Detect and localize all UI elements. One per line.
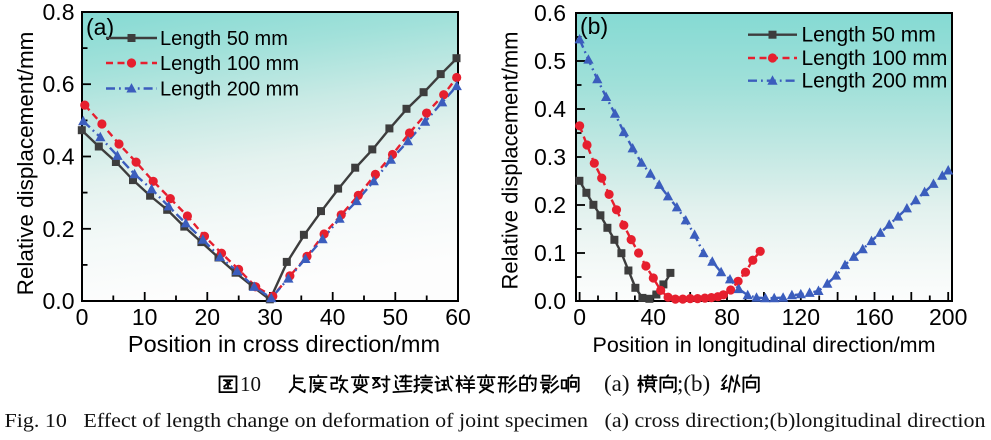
svg-text:(a): (a)	[86, 14, 114, 40]
svg-text:0.2: 0.2	[534, 192, 566, 218]
svg-text:Length 50 mm: Length 50 mm	[160, 28, 288, 50]
svg-text:Length 200 mm: Length 200 mm	[802, 70, 948, 93]
svg-text:120: 120	[782, 304, 820, 330]
svg-text:Relative displacement/mm: Relative displacement/mm	[13, 32, 38, 296]
svg-text:0.4: 0.4	[534, 96, 566, 122]
svg-text:Length 100 mm: Length 100 mm	[802, 47, 948, 70]
svg-text:Length 50 mm: Length 50 mm	[802, 24, 936, 47]
svg-text:Length 100 mm: Length 100 mm	[160, 53, 299, 75]
svg-text:40: 40	[320, 304, 346, 330]
svg-text:0.6: 0.6	[534, 0, 566, 26]
svg-text:0: 0	[76, 304, 89, 330]
svg-text:0.0: 0.0	[43, 288, 75, 314]
svg-text:Position in cross direction/mm: Position in cross direction/mm	[128, 331, 440, 357]
svg-text:Fig. 10 Effect of length cha: Fig. 10 Effect of length change on defor…	[5, 410, 986, 432]
svg-text:60: 60	[445, 304, 471, 330]
svg-text:20: 20	[195, 304, 221, 330]
svg-text:0.0: 0.0	[534, 288, 566, 314]
svg-text:40: 40	[641, 304, 667, 330]
svg-text:0.4: 0.4	[43, 144, 75, 170]
svg-text:200: 200	[929, 304, 967, 330]
svg-text:0.2: 0.2	[43, 216, 75, 242]
svg-text:0: 0	[573, 304, 586, 330]
svg-text:(a): (a)	[604, 371, 630, 396]
svg-text:0.6: 0.6	[43, 71, 75, 97]
svg-text:0.1: 0.1	[534, 240, 566, 266]
svg-text:Length 200 mm: Length 200 mm	[160, 79, 299, 101]
svg-text:10: 10	[132, 304, 158, 330]
svg-text:10: 10	[240, 372, 261, 396]
svg-text:0.5: 0.5	[534, 48, 566, 74]
svg-text:80: 80	[714, 304, 740, 330]
svg-text:0.8: 0.8	[43, 0, 75, 25]
svg-text:Relative displacement/mm: Relative displacement/mm	[498, 32, 523, 290]
svg-text:;(b): ;(b)	[677, 371, 710, 396]
svg-text:30: 30	[257, 304, 283, 330]
svg-text:Position in longitudinal direc: Position in longitudinal direction/mm	[593, 333, 936, 357]
svg-text:50: 50	[383, 304, 409, 330]
svg-text:160: 160	[855, 304, 893, 330]
svg-text:0.3: 0.3	[534, 144, 566, 170]
svg-text:(b): (b)	[580, 13, 608, 39]
